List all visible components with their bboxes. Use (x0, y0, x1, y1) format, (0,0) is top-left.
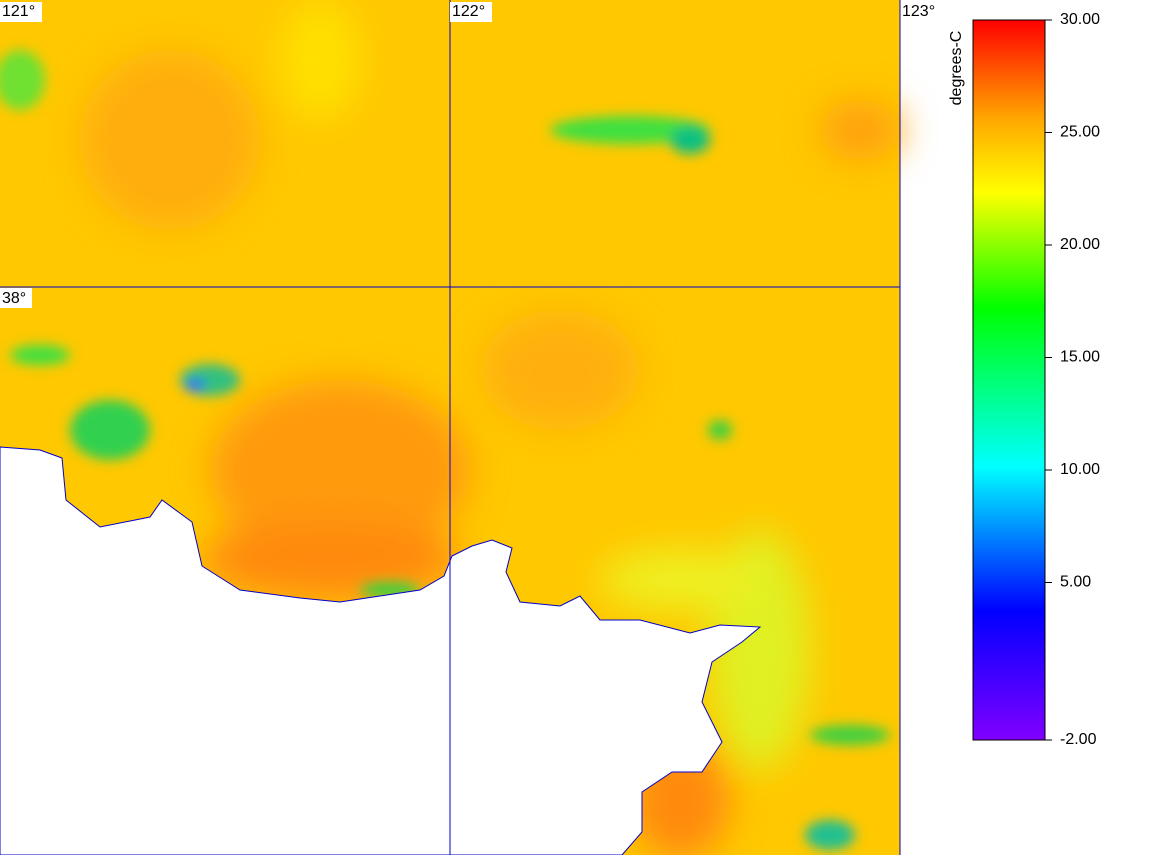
colorbar-tick-label: -2.00 (1060, 731, 1097, 748)
colorbar-title: degrees-C (948, 31, 965, 106)
lon-label: 122° (452, 3, 485, 20)
lon-label: 121° (2, 3, 35, 20)
colorbar-tick-label: 5.00 (1060, 574, 1091, 591)
colorbar-tick-label: 30.00 (1060, 11, 1100, 28)
colorbar-tick-label: 25.00 (1060, 124, 1100, 141)
graticule (0, 0, 901, 855)
colorbar-tick-label: 20.00 (1060, 236, 1100, 253)
lat-label: 38° (2, 290, 26, 307)
colorbar (972, 19, 1046, 741)
lon-label: 123° (902, 3, 935, 20)
colorbar-tick-label: 15.00 (1060, 349, 1100, 366)
colorbar-tick-label: 10.00 (1060, 461, 1100, 478)
